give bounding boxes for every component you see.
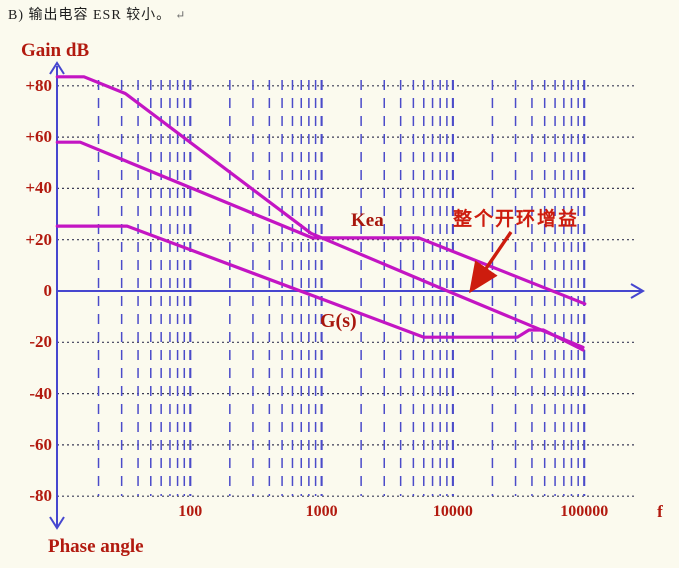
y-tick-label: +80 [25,75,52,95]
y-tick-label: +60 [25,127,52,147]
x-tick-label: 10000 [432,503,473,520]
gs-curve-label: G(s) [320,310,357,332]
y-tick-label: +20 [25,229,52,249]
axis-arrow-right-icon [630,283,645,299]
document-title: B) 输出电容 ESR 较小。 ↵ [8,4,186,24]
y-tick-label: -40 [29,383,52,403]
y-tick-label: -20 [29,332,52,352]
y-tick-label: 0 [43,281,53,300]
x-tick-label: 1000 [305,503,338,520]
x-tick-label: 100 [178,503,203,520]
annotation-arrow-icon [469,231,513,294]
gain-axis-label: Gain dB [21,40,90,61]
y-tick-label: -80 [29,486,52,506]
y-tick-label: +40 [25,178,52,198]
curve-overall-open-loop-gain [55,75,585,349]
phase-axis-label: Phase angle [48,536,144,557]
frequency-axis-label: f [657,502,663,521]
title-text: B) 输出电容 ESR 较小。 [8,8,172,23]
y-tick-label: -60 [29,434,52,454]
curve-kea [55,140,587,306]
axis-arrow-down-icon [49,516,65,530]
kea-curve-label: Kea [351,210,384,231]
x-tick-label: 100000 [560,503,609,520]
axis-arrow-up-icon [49,61,65,75]
open-loop-gain-annotation: 整个开环增益 [452,209,579,230]
paragraph-mark-icon: ↵ [175,8,187,22]
curve-gs [55,224,585,352]
